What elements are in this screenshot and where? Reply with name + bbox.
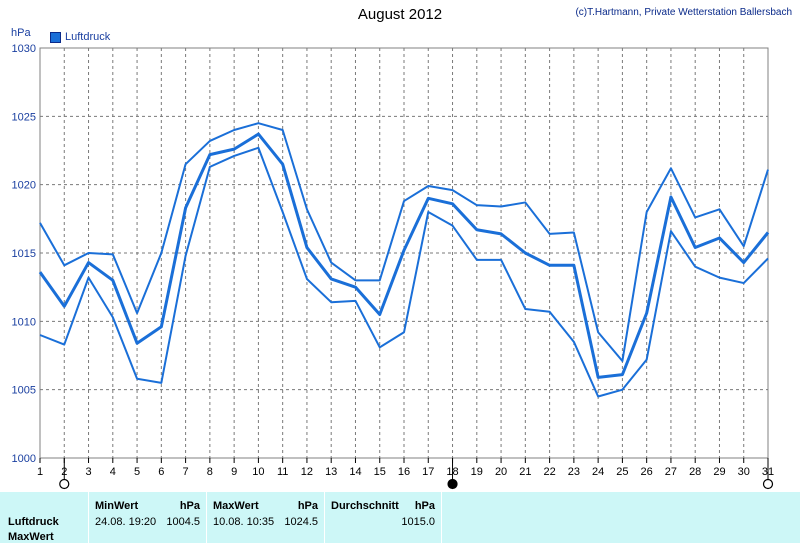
x-tick-label: 22 <box>543 466 555 478</box>
x-tick-label: 11 <box>277 466 288 478</box>
x-tick-label: 4 <box>110 466 116 478</box>
pressure-chart: 1234567891011121314151617181920212223242… <box>12 43 774 490</box>
moon-phase-marker <box>59 478 70 490</box>
stats-avg-header: Durchschnitt <box>331 500 399 512</box>
x-tick-label: 29 <box>713 466 725 478</box>
x-tick-label: 10 <box>252 466 264 478</box>
x-tick-label: 16 <box>398 466 410 478</box>
x-tick-label: 30 <box>738 466 750 478</box>
x-tick-label: 13 <box>325 466 337 478</box>
y-tick-label: 1010 <box>12 316 36 328</box>
x-tick-label: 3 <box>85 466 91 478</box>
x-tick-label: 1 <box>37 466 43 478</box>
stats-min-datetime: 24.08. 19:20 <box>95 516 157 528</box>
x-tick-label: 5 <box>134 466 140 478</box>
stats-max-datetime: 10.08. 10:35 <box>213 516 275 528</box>
x-tick-label: 17 <box>422 466 434 478</box>
x-tick-label: 9 <box>231 466 237 478</box>
legend-label: Luftdruck <box>65 31 111 43</box>
x-tick-label: 23 <box>568 466 580 478</box>
x-tick-label: 27 <box>665 466 677 478</box>
x-tick-label: 6 <box>158 466 164 478</box>
legend: Luftdruck <box>50 31 110 43</box>
stats-max-cell: MaxWert hPa 10.08. 10:35 1024.5 <box>206 492 324 543</box>
stats-min-header: MinWert <box>95 500 139 512</box>
y-axis-unit: hPa <box>11 27 31 39</box>
x-tick-label: 14 <box>349 466 361 478</box>
legend-swatch <box>50 31 61 43</box>
series-line-mean <box>38 132 770 379</box>
stats-row-label-2: MaxWert <box>8 531 54 543</box>
stats-empty-cell <box>441 492 800 543</box>
y-tick-label: 1025 <box>12 111 36 123</box>
stats-row-label: Luftdruck <box>8 516 59 528</box>
stats-max-header: MaxWert <box>213 500 259 512</box>
stats-avg-value: 1015.0 <box>401 516 435 528</box>
x-tick-label: 20 <box>495 466 507 478</box>
series-line-max <box>39 122 769 362</box>
y-tick-label: 1005 <box>12 385 36 397</box>
x-tick-label: 24 <box>592 466 604 478</box>
x-tick-label: 21 <box>519 466 531 478</box>
moon-phase-marker <box>447 478 458 490</box>
stats-min-value: 1004.5 <box>166 516 200 528</box>
x-tick-label: 15 <box>374 466 386 478</box>
y-tick-label: 1020 <box>12 180 36 192</box>
y-tick-label: 1030 <box>12 43 36 55</box>
stats-max-value: 1024.5 <box>284 516 318 528</box>
x-tick-label: 25 <box>616 466 628 478</box>
series-line-min <box>39 146 769 398</box>
stats-min-cell: MinWert hPa 24.08. 19:20 1004.5 <box>88 492 206 543</box>
x-tick-label: 8 <box>207 466 213 478</box>
stats-avg-cell: Durchschnitt hPa 1015.0 <box>324 492 441 543</box>
y-tick-label: 1000 <box>12 453 36 465</box>
copyright-text: (c)T.Hartmann, Private Wetterstation Bal… <box>575 7 792 18</box>
stats-panel: Luftdruck MaxWert MinWert hPa 24.08. 19:… <box>0 492 800 543</box>
x-tick-label: 12 <box>301 466 313 478</box>
chart-title: August 2012 <box>357 6 443 23</box>
x-tick-label: 28 <box>689 466 701 478</box>
stats-min-unit: hPa <box>179 500 200 512</box>
x-tick-label: 7 <box>183 466 189 478</box>
x-tick-label: 26 <box>641 466 653 478</box>
stats-avg-unit: hPa <box>414 500 435 512</box>
moon-phase-marker <box>762 478 774 490</box>
x-tick-label: 19 <box>471 466 483 478</box>
stats-max-unit: hPa <box>297 500 318 512</box>
y-tick-label: 1015 <box>12 248 36 260</box>
